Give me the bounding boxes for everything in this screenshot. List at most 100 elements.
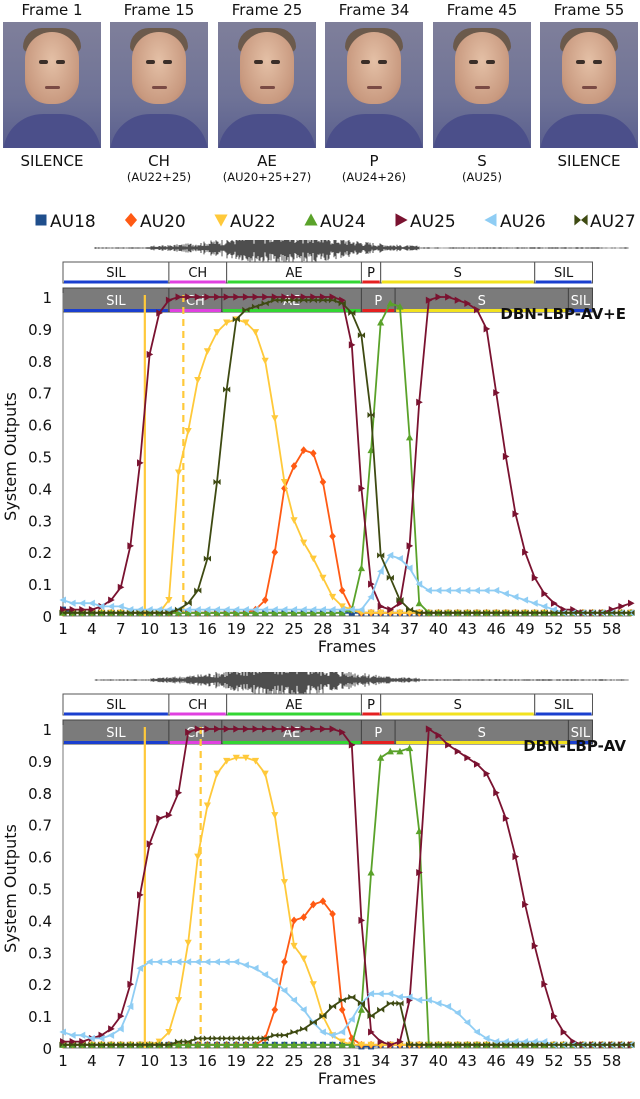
data-point	[598, 609, 606, 616]
data-point	[281, 725, 289, 733]
phoneme-segment: P	[360, 287, 396, 313]
legend-item-au22: AU22	[214, 212, 276, 232]
phoneme-label: SIL	[554, 266, 574, 281]
data-point	[184, 1041, 192, 1048]
data-point	[146, 609, 154, 616]
data-point	[242, 606, 249, 614]
data-point	[444, 1002, 452, 1011]
data-point	[194, 1035, 202, 1042]
phoneme-segment: P	[360, 261, 382, 284]
data-point	[271, 977, 278, 985]
data-point	[617, 609, 625, 616]
series-au26	[59, 551, 634, 617]
x-tick-label: 7	[116, 1052, 126, 1070]
data-point	[194, 606, 201, 614]
x-tick-label: 46	[487, 1052, 506, 1070]
data-point	[425, 586, 432, 595]
phoneme-bar-upper: SIL CH AE P S SIL	[62, 693, 593, 716]
x-tick-label: 34	[371, 620, 390, 638]
data-point	[319, 897, 327, 906]
data-point	[357, 606, 365, 614]
data-point	[60, 606, 67, 614]
phoneme-label: P	[369, 152, 379, 170]
phoneme-label: SIL	[554, 698, 574, 713]
data-point	[415, 580, 423, 588]
data-point	[531, 609, 539, 616]
phoneme-label: SIL	[106, 266, 126, 281]
data-point	[242, 306, 250, 313]
data-point	[203, 609, 212, 616]
legend-label: AU26	[500, 212, 546, 232]
data-point	[69, 1038, 77, 1046]
x-tick-label: 52	[544, 620, 563, 638]
frame-3: Frame 25 AE (AU20+25+27)	[217, 0, 317, 184]
y-tick-label: 0.3	[28, 512, 52, 530]
data-point	[328, 297, 337, 304]
data-point	[512, 853, 520, 861]
data-point	[223, 606, 230, 614]
data-point	[185, 293, 192, 301]
face-image	[110, 22, 208, 148]
data-point	[463, 1041, 471, 1048]
data-point	[550, 606, 557, 614]
frame-1: Frame 1 SILENCE	[2, 0, 102, 170]
data-point	[588, 1041, 597, 1048]
data-point	[473, 306, 481, 314]
x-tick-label: 7	[116, 620, 126, 638]
data-point	[396, 597, 404, 604]
legend-label: AU20	[140, 212, 186, 232]
data-point	[386, 551, 394, 559]
data-point	[59, 1041, 67, 1048]
data-point	[367, 1013, 375, 1020]
data-point	[560, 609, 568, 616]
data-point	[165, 296, 173, 304]
data-point	[213, 1041, 221, 1048]
data-point	[473, 586, 480, 595]
data-point	[338, 1005, 346, 1014]
x-tick-label: 55	[573, 620, 592, 638]
data-point	[97, 1034, 105, 1043]
x-tick-label: 13	[169, 620, 188, 638]
data-point	[88, 1041, 96, 1048]
legend-marker	[484, 213, 497, 227]
phoneme-label: CH	[148, 152, 170, 170]
data-point	[232, 754, 240, 762]
data-point	[223, 319, 231, 327]
data-point	[69, 606, 77, 614]
data-point	[396, 993, 403, 1001]
data-point	[338, 1041, 346, 1048]
phoneme-label: SIL	[571, 726, 591, 741]
data-point	[290, 996, 298, 1004]
data-point	[454, 1041, 462, 1048]
x-axis-label: Frames	[318, 637, 376, 656]
data-point	[271, 293, 279, 301]
data-point	[194, 587, 202, 594]
data-point	[454, 1009, 461, 1017]
phoneme-segment: AE	[226, 261, 362, 284]
data-point	[184, 1038, 192, 1045]
data-point	[194, 376, 202, 384]
data-point	[358, 484, 366, 492]
y-tick-label: 0.8	[28, 353, 52, 371]
data-point	[492, 1041, 500, 1048]
x-tick-label: 28	[313, 620, 332, 638]
data-point	[425, 1041, 433, 1048]
data-point	[328, 1031, 336, 1039]
phoneme-segment: SIL	[534, 261, 593, 284]
data-point	[174, 609, 183, 616]
data-point	[155, 958, 163, 966]
data-point	[367, 593, 375, 601]
series-au25	[60, 725, 635, 1049]
phoneme-bar-upper: SIL CH AE P S SIL	[62, 261, 593, 284]
y-tick-label: 0.1	[28, 1008, 52, 1026]
data-point	[69, 609, 77, 616]
data-point	[165, 958, 172, 966]
data-point	[329, 725, 337, 733]
data-point	[570, 606, 577, 614]
data-point	[88, 606, 96, 614]
data-point	[521, 1038, 529, 1046]
data-point	[560, 1041, 568, 1048]
y-tick-label: 0.4	[28, 480, 52, 498]
data-point	[511, 1041, 520, 1048]
data-point	[531, 599, 538, 607]
